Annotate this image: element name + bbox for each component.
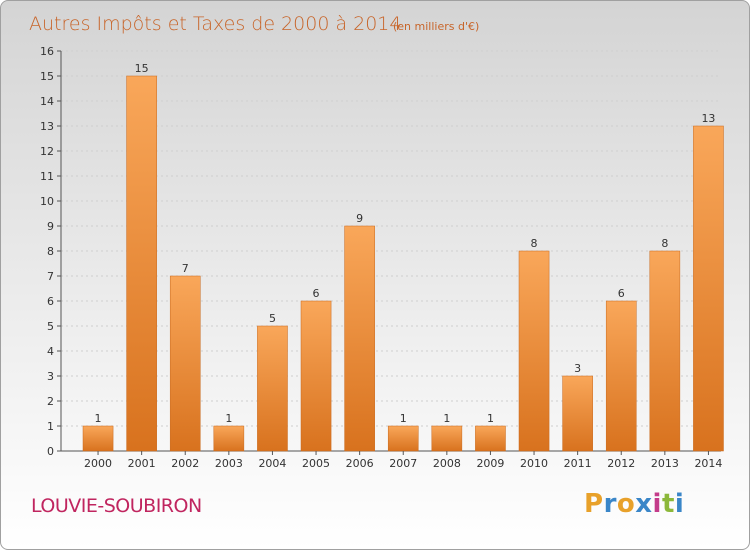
commune-name: LOUVIE-SOUBIRON bbox=[31, 495, 202, 517]
y-tick-label: 3 bbox=[47, 370, 54, 383]
brand-letter: t bbox=[661, 489, 675, 519]
brand-letter: r bbox=[603, 489, 617, 519]
y-tick-label: 4 bbox=[47, 345, 54, 358]
bar bbox=[518, 250, 550, 452]
bar bbox=[300, 300, 332, 452]
bar bbox=[475, 425, 506, 452]
x-axis: 2000 2001 2002 2003 2004 2005 2006 2007 2008 2009… bbox=[84, 451, 722, 470]
brand-letter: i bbox=[674, 489, 685, 519]
y-tick-label: 7 bbox=[47, 270, 54, 283]
data-label: 1 bbox=[443, 412, 450, 425]
bar bbox=[693, 125, 724, 452]
x-tick-label: 2000 bbox=[84, 457, 112, 470]
bar bbox=[562, 375, 593, 452]
bar bbox=[126, 75, 157, 452]
brand-letter: x bbox=[635, 489, 653, 519]
bar bbox=[257, 325, 288, 452]
bar bbox=[431, 425, 463, 452]
brand-letter: i bbox=[652, 489, 662, 519]
y-tick-label: 9 bbox=[47, 220, 54, 233]
data-label: 9 bbox=[356, 212, 363, 225]
data-label: 8 bbox=[661, 237, 668, 250]
y-tick-label: 13 bbox=[40, 120, 54, 133]
bar bbox=[649, 250, 681, 452]
y-tick-label: 14 bbox=[40, 95, 54, 108]
bar bbox=[344, 225, 375, 452]
y-tick-label: 15 bbox=[40, 70, 54, 83]
y-tick-label: 16 bbox=[40, 45, 54, 58]
bar bbox=[387, 425, 419, 452]
x-tick-label: 2003 bbox=[215, 457, 243, 470]
data-label: 1 bbox=[225, 412, 232, 425]
y-tick-label: 1 bbox=[47, 420, 54, 433]
data-label: 1 bbox=[400, 412, 407, 425]
x-tick-label: 2013 bbox=[651, 457, 679, 470]
x-tick-label: 2011 bbox=[564, 457, 592, 470]
data-label: 1 bbox=[487, 412, 494, 425]
brand-letter: P bbox=[584, 489, 604, 519]
chart-subtitle: (en milliers d'€) bbox=[393, 20, 479, 33]
bar bbox=[82, 425, 114, 452]
data-label: 6 bbox=[618, 287, 625, 300]
x-tick-label: 2006 bbox=[346, 457, 374, 470]
y-tick-label: 2 bbox=[47, 395, 54, 408]
x-tick-label: 2009 bbox=[476, 457, 504, 470]
x-tick-label: 2008 bbox=[433, 457, 461, 470]
data-label: 8 bbox=[531, 237, 538, 250]
x-tick-label: 2012 bbox=[607, 457, 635, 470]
x-tick-label: 2002 bbox=[171, 457, 199, 470]
y-tick-label: 5 bbox=[47, 320, 54, 333]
data-label: 6 bbox=[313, 287, 320, 300]
y-tick-label: 12 bbox=[40, 145, 54, 158]
y-tick-label: 11 bbox=[40, 170, 54, 183]
data-label: 13 bbox=[701, 112, 715, 125]
y-tick-label: 10 bbox=[40, 195, 54, 208]
bar bbox=[605, 300, 637, 452]
y-tick-label: 0 bbox=[47, 445, 54, 458]
data-label: 7 bbox=[182, 262, 189, 275]
x-tick-label: 2004 bbox=[258, 457, 286, 470]
brand-letter: o bbox=[616, 489, 636, 519]
x-tick-label: 2007 bbox=[389, 457, 417, 470]
x-tick-label: 2001 bbox=[128, 457, 156, 470]
x-tick-label: 2005 bbox=[302, 457, 330, 470]
data-label: 5 bbox=[269, 312, 276, 325]
bar bbox=[169, 275, 201, 452]
y-tick-label: 6 bbox=[47, 295, 54, 308]
y-tick-label: 8 bbox=[47, 245, 54, 258]
x-tick-label: 2010 bbox=[520, 457, 548, 470]
brand-logo: Proxiti bbox=[584, 489, 684, 519]
data-label: 3 bbox=[574, 362, 581, 375]
chart-title: Autres Impôts et Taxes de 2000 à 2014 bbox=[29, 13, 402, 35]
x-tick-label: 2014 bbox=[694, 457, 722, 470]
bar bbox=[213, 425, 245, 452]
data-label: 15 bbox=[135, 62, 149, 75]
data-label: 1 bbox=[95, 412, 102, 425]
